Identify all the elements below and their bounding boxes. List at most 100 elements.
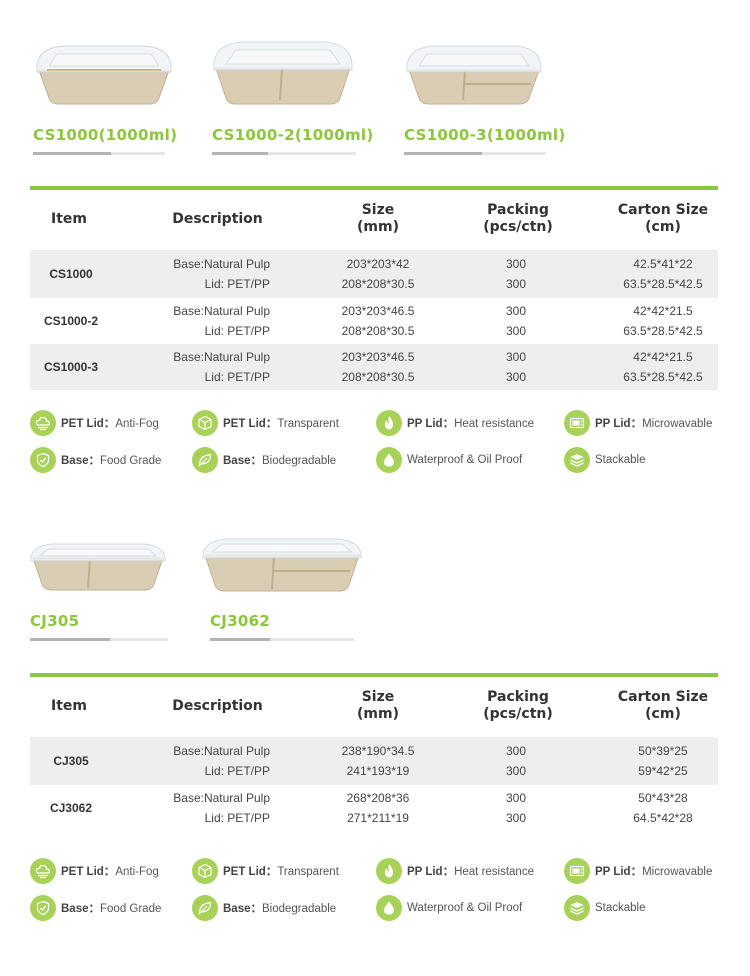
feature-label-text: Heat resistance	[454, 418, 534, 430]
leaf-icon	[192, 895, 218, 921]
cell-description: Base:Natural Pulp Lid: PET/PP	[173, 257, 270, 291]
table-row: CS1000 Base:Natural Pulp Lid: PET/PP 203*…	[30, 250, 718, 298]
feature-item: Stackable	[564, 445, 646, 475]
cell-description: Base:Natural Pulp Lid: PET/PP	[173, 350, 270, 384]
header-item: Item	[51, 210, 87, 227]
product-image-cs1000	[33, 40, 175, 106]
feature-label-bold: PP Lid：	[595, 866, 643, 878]
feature-label-text: Stackable	[595, 454, 646, 466]
table-header: Item Description Size (mm) Packing (pcs/…	[30, 190, 718, 248]
feature-label-text: Heat resistance	[454, 866, 534, 878]
cell-description: Base:Natural Pulp Lid: PET/PP	[173, 791, 270, 825]
feature-label-bold: Base：	[223, 903, 262, 915]
cell-item: CJ3062	[49, 801, 93, 815]
stack-layers-icon	[564, 895, 590, 921]
cloud-fog-icon	[30, 410, 56, 436]
header-carton-size: Carton Size (cm)	[617, 689, 709, 722]
feature-item: PP Lid：Heat resistance	[376, 408, 534, 438]
cell-size: 203*203*42 208*208*30.5	[341, 257, 415, 291]
feature-item: Base：Biodegradable	[192, 445, 336, 475]
cell-carton-size: 50*43*28 64.5*42*28	[633, 791, 693, 825]
feature-label-bold: PET Lid：	[61, 866, 116, 878]
header-size: Size (mm)	[357, 689, 399, 722]
label-underline	[210, 638, 354, 641]
cell-packing: 300 300	[505, 350, 527, 384]
cell-description: Base:Natural Pulp Lid: PET/PP	[173, 744, 270, 778]
product-code-cj305: CJ305	[30, 612, 80, 630]
feature-label-text: Waterproof & Oil Proof	[407, 902, 523, 914]
spec-table-cj: Item Description Size (mm) Packing (pcs/…	[30, 673, 718, 831]
product-image-cj3062	[200, 535, 364, 593]
cell-packing: 300 300	[505, 791, 527, 825]
leaf-icon	[192, 447, 218, 473]
feature-label-bold: PET Lid：	[223, 418, 278, 430]
cell-carton-size: 42*42*21.5 63.5*28.5*42.5	[623, 304, 703, 338]
shield-check-icon	[30, 895, 56, 921]
feature-item: PP Lid：Microwavable	[564, 408, 712, 438]
cell-size: 203*203*46.5 208*208*30.5	[341, 304, 415, 338]
table-header: Item Description Size (mm) Packing (pcs/…	[30, 677, 718, 735]
feature-label-bold: PP Lid：	[407, 418, 455, 430]
feature-item: PET Lid：Anti-Fog	[30, 856, 159, 886]
cell-size: 268*208*36 271*211*19	[346, 791, 410, 825]
cell-item: CS1000-2	[43, 314, 99, 328]
flame-icon	[376, 858, 402, 884]
feature-label-bold: PP Lid：	[407, 866, 455, 878]
product-code-cj3062: CJ3062	[210, 612, 271, 630]
table-row: CS1000-2 Base:Natural Pulp Lid: PET/PP 20…	[30, 298, 718, 344]
product-image-cs1000-2	[210, 38, 356, 106]
feature-label-text: Transparent	[277, 418, 339, 430]
feature-item: PET Lid：Transparent	[192, 856, 339, 886]
table-row: CJ305 Base:Natural Pulp Lid: PET/PP 238*1…	[30, 737, 718, 785]
feature-label-text: Biodegradable	[262, 455, 337, 467]
table-top-rule	[30, 186, 718, 190]
product-code-cs1000: CS1000(1000ml)	[33, 126, 178, 144]
feature-item: Base：Biodegradable	[192, 893, 336, 923]
product-image-cs1000-3	[403, 40, 545, 106]
cell-packing: 300 300	[505, 744, 527, 778]
feature-label-bold: Base：	[61, 455, 100, 467]
cell-carton-size: 50*39*25 59*42*25	[638, 744, 688, 778]
feature-label-text: Microwavable	[642, 418, 713, 430]
table-row: CS1000-3 Base:Natural Pulp Lid: PET/PP 20…	[30, 344, 718, 390]
product-code-cs1000-2: CS1000-2(1000ml)	[212, 126, 374, 144]
feature-label-text: Microwavable	[642, 866, 713, 878]
feature-list: PET Lid：Anti-Fog PET Lid：Transparent PP …	[30, 856, 730, 926]
droplet-icon	[376, 895, 402, 921]
feature-label-bold: PET Lid：	[61, 418, 116, 430]
cloud-fog-icon	[30, 858, 56, 884]
feature-label-bold: PET Lid：	[223, 866, 278, 878]
feature-label-text: Transparent	[277, 866, 339, 878]
header-packing: Packing (pcs/ctn)	[483, 689, 553, 722]
feature-item: PET Lid：Anti-Fog	[30, 408, 159, 438]
feature-label-bold: PP Lid：	[595, 418, 643, 430]
feature-item: Waterproof & Oil Proof	[376, 445, 522, 475]
cell-carton-size: 42*42*21.5 63.5*28.5*42.5	[623, 350, 703, 384]
header-description: Description	[172, 697, 263, 714]
label-underline	[212, 152, 356, 155]
label-underline	[404, 152, 546, 155]
stack-layers-icon	[564, 447, 590, 473]
flame-icon	[376, 410, 402, 436]
droplet-icon	[376, 447, 402, 473]
cell-item: CJ305	[53, 754, 89, 768]
feature-item: PP Lid：Microwavable	[564, 856, 712, 886]
feature-item: Stackable	[564, 893, 646, 923]
feature-label-text: Waterproof & Oil Proof	[407, 454, 523, 466]
feature-item: Base：Food Grade	[30, 445, 161, 475]
cell-size: 238*190*34.5 241*193*19	[341, 744, 415, 778]
feature-label-text: Anti-Fog	[115, 418, 159, 430]
cube-icon	[192, 858, 218, 884]
cell-item: CS1000-3	[43, 360, 99, 374]
feature-label-text: Food Grade	[100, 455, 162, 467]
label-underline	[30, 638, 168, 641]
feature-list: PET Lid：Anti-Fog PET Lid：Transparent PP …	[30, 408, 730, 478]
microwave-icon	[564, 858, 590, 884]
cube-icon	[192, 410, 218, 436]
feature-label-text: Biodegradable	[262, 903, 337, 915]
feature-item: PP Lid：Heat resistance	[376, 856, 534, 886]
header-item: Item	[51, 697, 87, 714]
product-image-cj305	[28, 540, 168, 592]
header-carton-size: Carton Size (cm)	[617, 202, 709, 235]
header-description: Description	[172, 210, 263, 227]
